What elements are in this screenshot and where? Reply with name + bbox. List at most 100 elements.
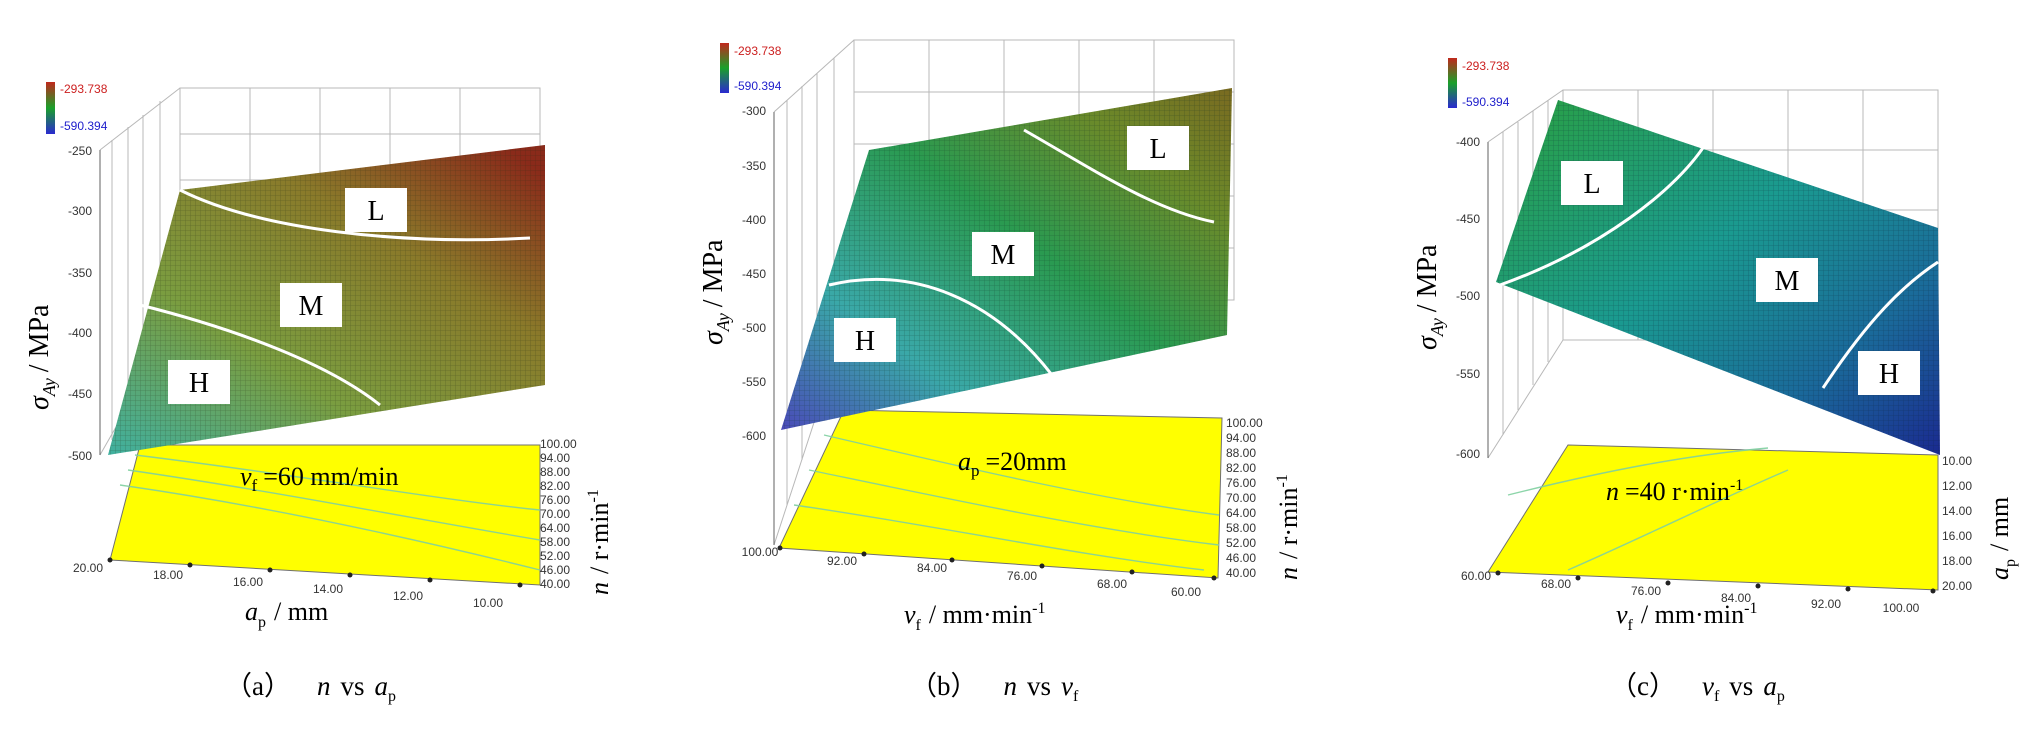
y-axis-ticks: 100.00 94.00 88.00 82.00 76.00 70.00 64.… [540, 437, 577, 591]
floor-contours [1507, 447, 1789, 571]
floor-contours [793, 434, 1220, 571]
contour-floor [1487, 444, 1939, 591]
svg-text:88.00: 88.00 [1226, 446, 1256, 460]
colorbar-min-label: -590.394 [734, 79, 782, 93]
colorbar-max-label: -293.738 [734, 44, 782, 58]
svg-text:-450: -450 [742, 267, 766, 281]
svg-text:-400: -400 [742, 213, 766, 227]
svg-text:-300: -300 [742, 104, 766, 118]
z-axis-ticks: -400 -450 -500 -550 -600 [1456, 135, 1480, 461]
fixed-parameter-label: n =40 r·min-1 [1606, 477, 1743, 506]
svg-text:-300: -300 [68, 204, 92, 218]
y-axis-label: ap/ mm [1985, 497, 2019, 580]
svg-text:-500: -500 [742, 321, 766, 335]
svg-text:76.00: 76.00 [1007, 569, 1037, 583]
region-label-h: H [1858, 351, 1920, 395]
fixed-parameter-label: ap =20mm [958, 447, 1067, 480]
svg-text:94.00: 94.00 [540, 451, 570, 465]
x-axis-tick-dots [107, 557, 523, 588]
chart-b-svg: -293.738 -590.394 L M H ap =20mm -300 - [698, 39, 1303, 705]
svg-text:H: H [855, 326, 875, 357]
svg-text:L: L [1149, 134, 1166, 165]
svg-text:10.00: 10.00 [1942, 454, 1972, 468]
chart-panel-a: -293.738 -590.394 L M H vf =60 mm/min [0, 0, 674, 733]
svg-text:-450: -450 [1456, 212, 1480, 226]
y-axis-ticks: 100.00 94.00 88.00 82.00 76.00 70.00 64.… [1226, 416, 1263, 580]
z-axis-ticks: -250 -300 -350 -400 -450 -500 [68, 144, 92, 463]
x-axis-ticks: 20.00 18.00 16.00 14.00 12.00 10.00 [73, 561, 503, 610]
colorbar-min-label: -590.394 [1462, 95, 1510, 109]
svg-text:14.00: 14.00 [1942, 504, 1972, 518]
region-boundaries [1499, 139, 1939, 389]
y-axis-ticks: 10.00 12.00 14.00 16.00 18.00 20.00 [1942, 454, 1972, 593]
colorbar-min-label: -590.394 [60, 119, 108, 133]
svg-text:-500: -500 [68, 449, 92, 463]
svg-text:92.00: 92.00 [827, 554, 857, 568]
svg-text:46.00: 46.00 [1226, 551, 1256, 565]
svg-text:68.00: 68.00 [1097, 577, 1127, 591]
svg-text:-400: -400 [1456, 135, 1480, 149]
svg-text:92.00: 92.00 [1811, 597, 1841, 611]
x-axis-ticks: 100.00 92.00 84.00 76.00 68.00 60.00 [742, 545, 1202, 599]
svg-text:58.00: 58.00 [540, 535, 570, 549]
svg-text:46.00: 46.00 [540, 563, 570, 577]
region-boundaries [139, 188, 531, 407]
z-axis-ticks: -300 -350 -400 -450 -500 -550 -600 [742, 104, 766, 443]
svg-text:100.00: 100.00 [540, 437, 577, 451]
x-axis-label: ap / mm [245, 597, 328, 631]
fixed-parameter-label: vf =60 mm/min [240, 462, 399, 495]
svg-text:52.00: 52.00 [1226, 536, 1256, 550]
region-label-l: L [1127, 126, 1189, 170]
colorbar [720, 43, 729, 93]
colorbar-max-label: -293.738 [1462, 59, 1510, 73]
y-axis-label: n/ r·min-1 [585, 489, 614, 595]
svg-text:L: L [1583, 169, 1600, 200]
svg-text:100.00: 100.00 [742, 545, 779, 559]
chart-c-svg: -293.738 -590.394 L M H n =40 r·min-1 -40… [1412, 58, 2019, 705]
svg-text:40.00: 40.00 [1226, 566, 1256, 580]
region-label-m: M [280, 283, 342, 327]
svg-text:-250: -250 [68, 144, 92, 158]
surface-mesh [1496, 100, 1940, 455]
svg-text:100.00: 100.00 [1883, 601, 1920, 615]
x-axis-label: vf / mm·min-1 [1616, 600, 1757, 634]
svg-text:76.00: 76.00 [540, 493, 570, 507]
svg-text:60.00: 60.00 [1461, 569, 1491, 583]
svg-text:M: M [299, 291, 324, 322]
svg-text:L: L [367, 196, 384, 227]
svg-text:-550: -550 [742, 375, 766, 389]
svg-text:-500: -500 [1456, 289, 1480, 303]
x-axis-ticks: 60.00 68.00 76.00 84.00 92.00 100.00 [1461, 569, 1920, 615]
svg-text:14.00: 14.00 [313, 582, 343, 596]
region-label-m: M [1756, 258, 1818, 302]
svg-text:76.00: 76.00 [1631, 584, 1661, 598]
svg-text:100.00: 100.00 [1226, 416, 1263, 430]
svg-text:94.00: 94.00 [1226, 431, 1256, 445]
svg-text:-350: -350 [742, 159, 766, 173]
svg-text:10.00: 10.00 [473, 596, 503, 610]
svg-text:76.00: 76.00 [1226, 476, 1256, 490]
chart-panel-b: -293.738 -590.394 L M H ap =20mm -300 - [674, 0, 1348, 733]
region-label-h: H [834, 318, 896, 362]
svg-text:82.00: 82.00 [1226, 461, 1256, 475]
svg-text:64.00: 64.00 [1226, 506, 1256, 520]
svg-text:40.00: 40.00 [540, 577, 570, 591]
svg-text:M: M [1775, 266, 1800, 297]
colorbar [1448, 58, 1457, 108]
svg-text:20.00: 20.00 [73, 561, 103, 575]
svg-text:84.00: 84.00 [917, 561, 947, 575]
chart-panel-c: -293.738 -590.394 L M H n =40 r·min-1 -40… [1348, 0, 2021, 733]
y-axis-label: n/ r·min-1 [1274, 474, 1303, 580]
region-label-h: H [168, 360, 230, 404]
svg-text:-400: -400 [68, 326, 92, 340]
svg-text:12.00: 12.00 [393, 589, 423, 603]
svg-text:H: H [1879, 359, 1899, 390]
svg-text:-600: -600 [1456, 447, 1480, 461]
svg-text:20.00: 20.00 [1942, 579, 1972, 593]
svg-text:64.00: 64.00 [540, 521, 570, 535]
chart-a-svg: -293.738 -590.394 L M H vf =60 mm/min [24, 82, 614, 705]
x-axis-tick-dots [1495, 570, 1936, 594]
region-label-l: L [1561, 161, 1623, 205]
svg-text:52.00: 52.00 [540, 549, 570, 563]
region-label-m: M [972, 232, 1034, 276]
